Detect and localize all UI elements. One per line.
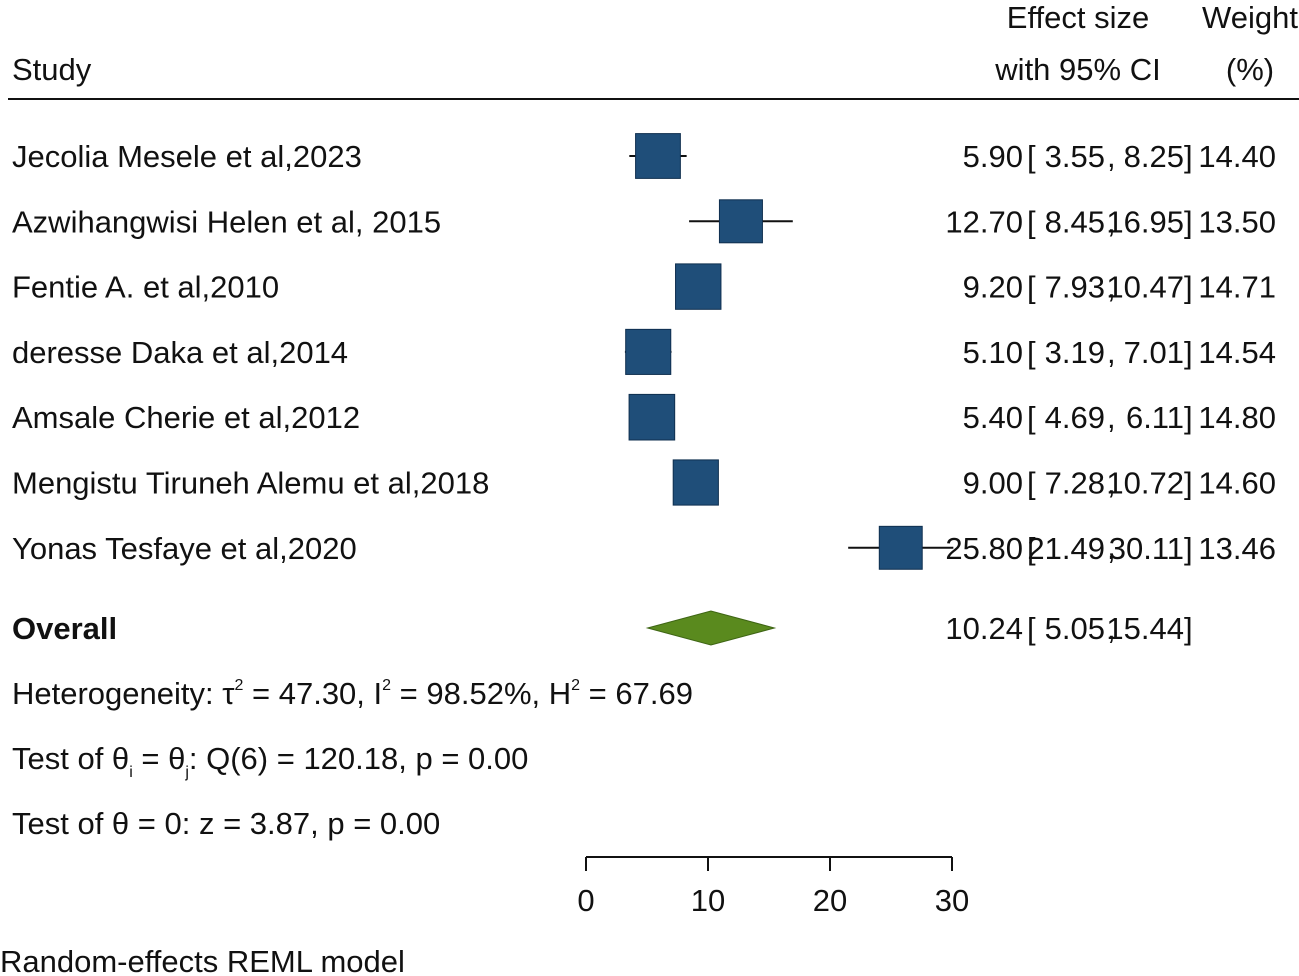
bracket-open: [ <box>1027 204 1036 239</box>
study-marker <box>718 199 763 244</box>
study-row: Amsale Cherie et al,2012 5.40[4.69, 6.11] 1… <box>12 393 1276 441</box>
comma: , <box>1107 270 1116 305</box>
study-effect: 12.70 <box>945 204 1023 239</box>
bracket-close: ] <box>1184 400 1193 435</box>
study-rows: Jecolia Mesele et al,2023 5.90[3.55, 8.25]… <box>12 133 1276 570</box>
weight-header-line1: Weight <box>1202 0 1298 35</box>
study-name: Jecolia Mesele et al,2023 <box>12 139 362 174</box>
comma: , <box>1107 139 1116 174</box>
study-name: Yonas Tesfaye et al,2020 <box>12 531 357 566</box>
bracket-open: [ <box>1027 531 1036 566</box>
comma: , <box>1107 531 1116 566</box>
study-name: deresse Daka et al,2014 <box>12 335 348 370</box>
study-lower: 3.55 <box>1045 139 1105 174</box>
bracket-open: [ <box>1027 466 1036 501</box>
study-lower: 4.69 <box>1045 400 1105 435</box>
bracket-close: ] <box>1184 204 1193 239</box>
overall-effect: 10.24 <box>945 611 1023 646</box>
study-name: Fentie A. et al,2010 <box>12 270 279 305</box>
overall-diamond <box>645 610 777 646</box>
study-row: Azwihangwisi Helen et al, 2015 12.70[8.45… <box>12 199 1276 244</box>
study-row: Yonas Tesfaye et al,2020 25.80 [21.49,30.1… <box>12 525 1276 570</box>
study-row: Fentie A. et al,2010 9.20[7.93,10.47] 14.7… <box>12 263 1276 310</box>
study-effect: 5.40 <box>963 400 1023 435</box>
bracket-open: [ <box>1027 270 1036 305</box>
overall-bracket-open: [ <box>1027 611 1036 646</box>
study-row: Mengistu Tiruneh Alemu et al,2018 9.00[7.… <box>12 459 1276 506</box>
study-weight: 14.40 <box>1198 139 1276 174</box>
overall-row: Overall 10.24 [ 5.05 , 15.44 ] <box>12 610 1193 646</box>
study-marker <box>675 263 722 310</box>
study-row: Jecolia Mesele et al,2023 5.90[3.55, 8.25]… <box>12 133 1276 179</box>
study-lower: 7.93 <box>1045 270 1105 305</box>
study-upper: 10.72 <box>1106 466 1184 501</box>
overall-bracket-close: ] <box>1184 611 1193 646</box>
study-lower: 7.28 <box>1045 466 1105 501</box>
study-name: Amsale Cherie et al,2012 <box>12 400 360 435</box>
effect-size-header-line2: with 95% CI <box>994 52 1160 87</box>
overall-upper: 15.44 <box>1106 611 1184 646</box>
study-row: deresse Daka et al,2014 5.10[3.19, 7.01] 14… <box>12 328 1276 375</box>
heterogeneity-stats: Heterogeneity: τ2 = 47.30, I2 = 98.52%, … <box>12 676 693 711</box>
x-axis: 0 10 20 30 <box>577 856 969 918</box>
study-weight: 14.60 <box>1198 466 1276 501</box>
study-name: Azwihangwisi Helen et al, 2015 <box>12 204 441 239</box>
study-marker <box>672 459 719 506</box>
study-effect: 9.20 <box>963 270 1023 305</box>
bracket-open: [ <box>1027 335 1036 370</box>
study-effect: 25.80 <box>945 531 1023 566</box>
study-upper: 30.11 <box>1109 531 1184 566</box>
study-weight: 13.46 <box>1198 531 1276 566</box>
comma: , <box>1107 335 1116 370</box>
model-footnote: Random-effects REML model <box>0 944 405 976</box>
study-lower: 21.49 <box>1027 531 1105 566</box>
study-marker <box>628 393 676 441</box>
study-effect: 9.00 <box>963 466 1023 501</box>
bracket-close: ] <box>1184 531 1193 566</box>
overall-comma: , <box>1107 611 1116 646</box>
comma: , <box>1107 400 1116 435</box>
study-upper: 7.01 <box>1124 335 1184 370</box>
x-tick-label: 20 <box>813 883 847 918</box>
overall-lower: 5.05 <box>1045 611 1105 646</box>
study-upper: 10.47 <box>1106 270 1184 305</box>
study-upper: 8.25 <box>1124 139 1184 174</box>
bracket-open: [ <box>1027 139 1036 174</box>
study-weight: 13.50 <box>1198 204 1276 239</box>
overall-label: Overall <box>12 611 117 646</box>
study-weight: 14.54 <box>1198 335 1276 370</box>
x-tick-label: 10 <box>691 883 725 918</box>
study-name: Mengistu Tiruneh Alemu et al,2018 <box>12 466 489 501</box>
bracket-close: ] <box>1184 270 1193 305</box>
bracket-open: [ <box>1027 400 1036 435</box>
study-marker <box>878 525 923 570</box>
x-tick-label: 30 <box>935 883 969 918</box>
study-lower: 3.19 <box>1045 335 1105 370</box>
bracket-close: ] <box>1184 335 1193 370</box>
study-column-header: Study <box>12 52 92 87</box>
study-weight: 14.80 <box>1198 400 1276 435</box>
bracket-close: ] <box>1184 139 1193 174</box>
bracket-close: ] <box>1184 466 1193 501</box>
homogeneity-test: Test of θi = θj: Q(6) = 120.18, p = 0.00 <box>12 741 528 781</box>
x-tick-label: 0 <box>577 883 594 918</box>
study-weight: 14.71 <box>1198 270 1276 305</box>
study-effect: 5.10 <box>963 335 1023 370</box>
comma: , <box>1107 204 1116 239</box>
study-marker <box>625 328 672 375</box>
comma: , <box>1107 466 1116 501</box>
effect-size-header-line1: Effect size <box>1007 0 1149 35</box>
overall-effect-test: Test of θ = 0: z = 3.87, p = 0.00 <box>12 806 440 841</box>
study-upper: 6.11 <box>1126 400 1184 435</box>
study-effect: 5.90 <box>963 139 1023 174</box>
weight-header-line2: (%) <box>1226 52 1274 87</box>
study-marker <box>635 133 681 179</box>
study-upper: 16.95 <box>1106 204 1184 239</box>
study-lower: 8.45 <box>1045 204 1105 239</box>
